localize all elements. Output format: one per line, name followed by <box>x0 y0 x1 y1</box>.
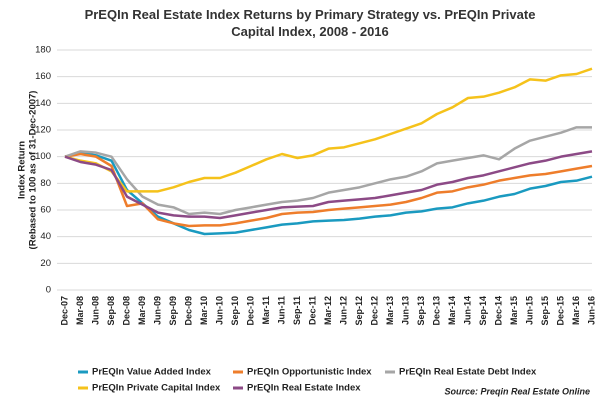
x-tick-label: Dec-08 <box>121 296 131 326</box>
y-tick-label: 180 <box>35 45 51 56</box>
series-line <box>64 67 593 193</box>
x-tick-label: Sep-11 <box>292 296 302 325</box>
x-tick-label: Dec-12 <box>369 296 379 326</box>
y-tick-label: 20 <box>40 258 51 269</box>
x-tick-label: Jun-15 <box>524 296 534 325</box>
x-tick-label: Sep-10 <box>230 296 240 326</box>
y-tick-label: 60 <box>40 205 51 216</box>
chart-title: PrEQIn Real Estate Index Returns by Prim… <box>84 7 536 39</box>
x-tick-label: Dec-15 <box>555 296 565 326</box>
y-tick-label: 80 <box>40 178 51 189</box>
x-tick-label: Sep-13 <box>416 296 426 326</box>
source: Source: Preqin Real Estate Online <box>444 386 590 396</box>
x-tick-label: Jun-09 <box>152 296 162 325</box>
y-tick-label: 140 <box>35 98 51 109</box>
x-tick-label: Mar-13 <box>385 296 395 325</box>
legend-label: PrEQIn Opportunistic Index <box>247 367 372 378</box>
x-tick-label: Jun-16 <box>586 296 596 325</box>
x-tick-label: Dec-14 <box>493 296 503 326</box>
y-tick-label: 0 <box>46 285 51 296</box>
x-tick-label: Mar-08 <box>75 296 85 325</box>
y-axis-label: Index Return <box>17 141 28 199</box>
x-tick-label: Sep-08 <box>106 296 116 326</box>
y-tick-label: 40 <box>40 231 51 242</box>
x-tick-label: Jun-11 <box>276 296 286 325</box>
x-tick-label: Dec-07 <box>59 296 69 326</box>
x-tick-label: Dec-10 <box>245 296 255 326</box>
x-tick-label: Dec-11 <box>307 296 317 325</box>
series-line <box>64 126 592 216</box>
x-tick-label: Mar-12 <box>323 296 333 325</box>
x-tick-label: Sep-12 <box>354 296 364 326</box>
y-tick-label: 160 <box>35 71 51 82</box>
legend-label: PrEQIn Real Estate Index <box>247 383 361 394</box>
x-tick-label: Sep-15 <box>540 296 550 326</box>
x-tick-label: Jun-12 <box>338 296 348 325</box>
x-tick-label: Sep-09 <box>168 296 178 326</box>
y-axis-sublabel: (Rebased to 100 as of 31-Dec-2007) <box>28 91 39 250</box>
x-tick-label: Dec-13 <box>431 296 441 326</box>
y-tick-label: 120 <box>35 125 51 136</box>
x-tick-label: Sep-14 <box>478 296 488 326</box>
series-line <box>64 150 593 220</box>
x-tick-label: Mar-16 <box>571 296 581 325</box>
x-tick-label: Jun-08 <box>90 296 100 325</box>
x-tick-label: Mar-09 <box>137 296 147 325</box>
x-tick-label: Mar-11 <box>261 296 271 325</box>
legend-label: PrEQIn Real Estate Debt Index <box>399 367 537 378</box>
x-tick-label: Jun-10 <box>214 296 224 325</box>
y-tick-label: 100 <box>35 151 51 162</box>
x-tick-label: Dec-09 <box>183 296 193 326</box>
x-tick-label: Jun-14 <box>462 296 472 325</box>
legend-label: PrEQIn Value Added Index <box>92 367 212 378</box>
x-tick-label: Mar-15 <box>509 296 519 325</box>
x-tick-label: Mar-10 <box>199 296 209 325</box>
x-tick-label: Mar-14 <box>447 296 457 325</box>
x-tick-label: Jun-13 <box>400 296 410 325</box>
legend-label: PrEQIn Private Capital Index <box>92 383 221 394</box>
series-line <box>64 152 593 228</box>
